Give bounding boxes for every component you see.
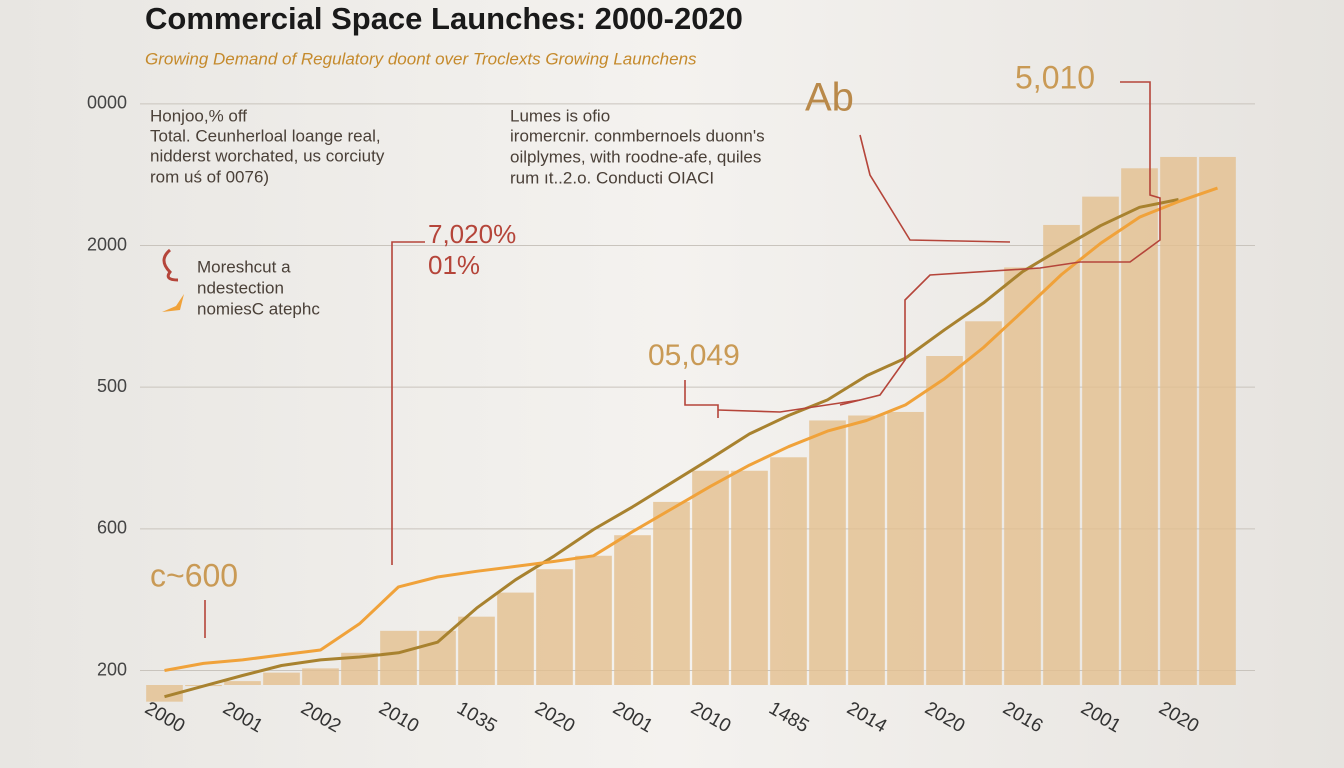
bar	[1082, 196, 1119, 685]
bar	[731, 470, 768, 685]
bar	[575, 555, 612, 685]
bar	[848, 415, 885, 685]
note-line: iromercnir. conmbernoels duonn's	[510, 126, 765, 145]
leader	[391, 241, 425, 565]
leader	[859, 134, 1011, 243]
bar	[653, 501, 690, 685]
annotation: c~600	[150, 557, 238, 593]
bar	[770, 457, 807, 685]
line-series	[164, 198, 1179, 699]
bar	[1004, 267, 1041, 685]
bar	[887, 411, 924, 685]
note-line: nidderst worchated, us corciuty	[150, 146, 385, 165]
bars	[146, 156, 1236, 702]
bar	[419, 630, 456, 685]
bar	[263, 672, 300, 685]
leader-lines	[204, 81, 1161, 638]
legend: Moreshcut a ndestection nomiesC atephc	[162, 248, 320, 318]
legend-icon	[162, 294, 184, 312]
leader	[839, 81, 1161, 406]
note-line: rom uś of 0076)	[150, 167, 269, 186]
annotation: 5,010	[1015, 59, 1095, 95]
bar	[614, 535, 651, 685]
bar	[146, 685, 183, 702]
legend-label: Moreshcut a	[197, 257, 291, 276]
bar	[1160, 156, 1197, 686]
bar	[380, 630, 417, 685]
bar	[1043, 224, 1080, 686]
legend-icon	[162, 248, 179, 282]
bar	[692, 470, 729, 685]
annotation: 01%	[428, 250, 480, 280]
bar	[809, 420, 846, 685]
bar	[1199, 156, 1236, 686]
y-tick-label: 200	[97, 659, 127, 679]
bar	[458, 616, 495, 685]
chart-subtitle: Growing Demand of Regulatory doont over …	[145, 49, 697, 68]
y-tick-label: 500	[97, 376, 127, 396]
bar	[497, 592, 534, 685]
line-series	[164, 186, 1218, 672]
bar	[926, 356, 963, 685]
note-line: Lumes is ofio	[510, 106, 610, 125]
y-tick-label: 0000	[87, 93, 127, 113]
annotation: Ab	[805, 76, 854, 120]
mid-note: Lumes is ofio iromercnir. conmbernoels d…	[510, 106, 765, 187]
annotation: 05,049	[648, 339, 740, 372]
bar	[965, 321, 1002, 685]
note-line: oilplymes, with roodne-afe, quiles	[510, 147, 761, 166]
left-note: Honjoo,% off Total. Ceunherloal loange r…	[150, 106, 385, 186]
legend-label: ndestection	[197, 278, 284, 297]
leader	[684, 380, 719, 418]
note-line: Honjoo,% off	[150, 106, 247, 125]
bar	[302, 668, 339, 685]
lines	[164, 186, 1218, 699]
annotation: 7,020%	[428, 219, 516, 249]
bar	[536, 569, 573, 685]
bar	[224, 681, 261, 685]
note-line: Total. Ceunherloal loange real,	[150, 126, 381, 145]
legend-label: nomiesC atephc	[197, 299, 320, 318]
y-tick-label: 600	[97, 518, 127, 538]
y-tick-label: 2000	[87, 234, 127, 254]
leader	[717, 399, 861, 413]
chart-title: Commercial Space Launches: 2000-2020	[145, 1, 743, 36]
note-line: rum ıt..2.o. Conducti OIACI	[510, 168, 714, 187]
